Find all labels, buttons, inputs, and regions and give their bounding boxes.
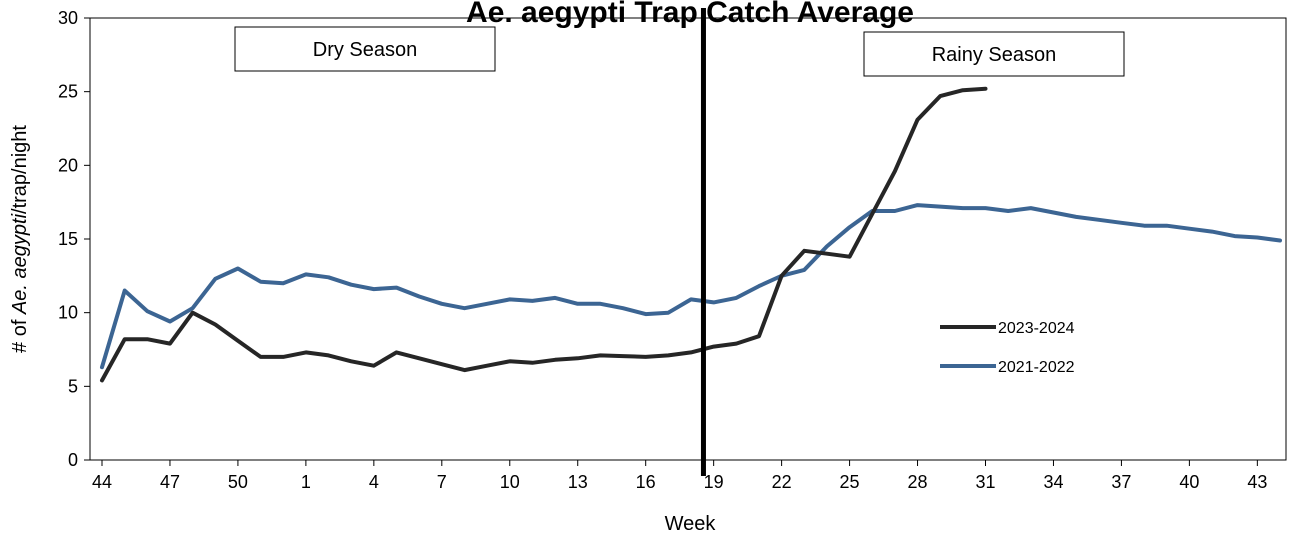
series-layer (100, 86, 1282, 383)
y-axis: 0 5 10 15 20 25 30 (58, 8, 90, 470)
rainy-season-annotation: Rainy Season (863, 31, 1125, 77)
x-tick-label: 10 (500, 472, 520, 492)
x-tick-label: 40 (1179, 472, 1199, 492)
x-tick-label: 28 (908, 472, 928, 492)
y-tick-label: 15 (58, 229, 78, 249)
x-tick-label: 44 (92, 472, 112, 492)
x-tick-label: 22 (772, 472, 792, 492)
legend-label-2021-2022: 2021-2022 (998, 359, 1075, 376)
y-tick-label: 0 (68, 450, 78, 470)
x-tick-label: 13 (568, 472, 588, 492)
x-tick-label: 25 (840, 472, 860, 492)
series-line-2021-2022 (100, 203, 1282, 370)
x-tick-label: 16 (636, 472, 656, 492)
rainy-season-label: Rainy Season (932, 44, 1057, 66)
x-tick-label: 19 (704, 472, 724, 492)
y-axis-title: # of Ae. aegypti/trap/night (9, 125, 31, 353)
x-tick-label: 47 (160, 472, 180, 492)
y-tick-label: 20 (58, 155, 78, 175)
y-tick-label: 5 (68, 376, 78, 396)
y-axis-title-suffix: /trap/night (9, 125, 31, 214)
x-tick-label: 1 (301, 472, 311, 492)
y-axis-title-species: Ae. aegypti (9, 213, 31, 315)
y-tick-label: 25 (58, 82, 78, 102)
x-tick-label: 50 (228, 472, 248, 492)
x-axis-title: Week (665, 513, 717, 535)
plot-area (89, 17, 1287, 461)
chart-title: Ae. aegypti Trap Catch Average (466, 0, 914, 29)
x-tick-label: 37 (1111, 472, 1131, 492)
x-tick-label: 31 (975, 472, 995, 492)
x-tick-label: 34 (1043, 472, 1063, 492)
dry-season-annotation: Dry Season (234, 26, 496, 72)
series-line-2023-2024 (100, 86, 988, 383)
x-tick-label: 43 (1247, 472, 1267, 492)
y-tick-label: 10 (58, 303, 78, 323)
legend: 2023-2024 2021-2022 (940, 320, 1075, 376)
x-axis: 44 47 50 1 4 7 10 13 16 19 22 25 28 31 34 37 40 43 (92, 460, 1267, 492)
y-tick-label: 30 (58, 8, 78, 28)
legend-label-2023-2024: 2023-2024 (998, 320, 1075, 337)
dry-season-label: Dry Season (313, 39, 418, 61)
x-tick-label: 7 (437, 472, 447, 492)
y-axis-title-prefix: # of (9, 314, 31, 353)
x-tick-label: 4 (369, 472, 379, 492)
